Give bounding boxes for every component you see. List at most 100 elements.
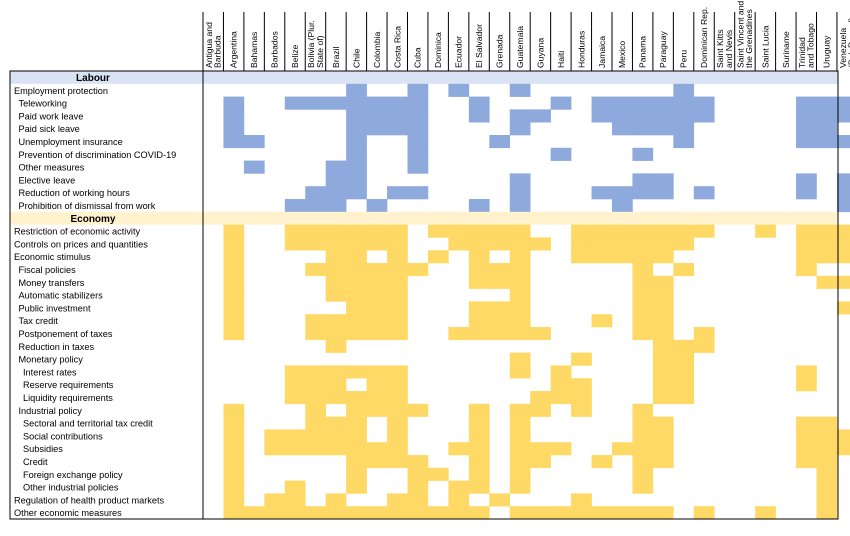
- matrix-cell: [509, 224, 531, 238]
- matrix-cell: [468, 263, 490, 277]
- matrix-cell: [612, 186, 633, 200]
- matrix-cell: [264, 493, 286, 507]
- matrix-cell: [632, 403, 654, 417]
- matrix-cell: [346, 275, 367, 289]
- matrix-cell: [305, 237, 326, 251]
- matrix-cell: [366, 109, 388, 123]
- matrix-cell: [325, 442, 347, 456]
- matrix-cell: [223, 442, 245, 456]
- matrix-cell: [632, 429, 654, 443]
- matrix-cell: [673, 109, 695, 123]
- row-label: Monetary policy: [19, 355, 84, 365]
- matrix-cell: [612, 122, 633, 136]
- matrix-cell: [346, 455, 367, 469]
- country-label: Haiti: [556, 51, 566, 68]
- matrix-cell: [448, 480, 470, 494]
- matrix-cell: [836, 237, 850, 251]
- row-label: Automatic stabilizers: [19, 291, 104, 301]
- matrix-cell: [346, 506, 367, 520]
- row-label: Industrial policy: [19, 406, 83, 416]
- matrix-cell: [550, 365, 572, 379]
- matrix-cell: [816, 429, 838, 443]
- matrix-cell: [407, 263, 429, 277]
- country-label: Saint Lucia: [760, 25, 770, 68]
- matrix-cell: [305, 506, 326, 520]
- matrix-cell: [223, 327, 245, 341]
- matrix-cell: [652, 96, 674, 110]
- matrix-cell: [509, 275, 531, 289]
- matrix-cell: [796, 186, 817, 200]
- matrix-cell: [530, 237, 551, 251]
- matrix-cell: [346, 237, 367, 251]
- matrix-cell: [816, 224, 838, 238]
- matrix-cell: [816, 275, 838, 289]
- matrix-cell: [509, 416, 531, 430]
- matrix-cell: [489, 314, 511, 328]
- matrix-cell: [509, 173, 531, 187]
- matrix-cell: [591, 109, 613, 123]
- matrix-cell: [325, 224, 347, 238]
- matrix-cell: [796, 442, 817, 456]
- matrix-cell: [652, 378, 674, 392]
- matrix-cell: [366, 455, 388, 469]
- country-label: Saint Kitts: [715, 29, 725, 68]
- matrix-cell: [489, 135, 511, 149]
- matrix-cell: [325, 275, 347, 289]
- matrix-cell: [366, 224, 388, 238]
- matrix-cell: [509, 480, 531, 494]
- matrix-cell: [366, 391, 388, 405]
- row-label: Employment protection: [14, 86, 108, 96]
- matrix-cell: [366, 237, 388, 251]
- matrix-cell: [816, 135, 838, 149]
- matrix-cell: [223, 122, 245, 136]
- matrix-cell: [325, 250, 347, 264]
- matrix-cell: [673, 365, 695, 379]
- matrix-cell: [836, 199, 850, 213]
- country-label: Uruguay: [822, 35, 832, 68]
- matrix-cell: [632, 275, 654, 289]
- matrix-cell: [796, 250, 817, 264]
- matrix-cell: [366, 403, 388, 417]
- matrix-cell: [427, 467, 449, 481]
- row-label: Public investment: [19, 303, 91, 313]
- matrix-cell: [346, 224, 367, 238]
- country-label: Grenada: [495, 34, 505, 68]
- section-title: Labour: [76, 73, 110, 84]
- matrix-cell: [652, 224, 674, 238]
- row-label: Teleworking: [19, 99, 68, 109]
- country-label: Guatemala: [515, 26, 525, 68]
- matrix-cell: [305, 442, 326, 456]
- matrix-cell: [632, 224, 654, 238]
- matrix-cell: [652, 301, 674, 315]
- matrix-cell: [591, 455, 613, 469]
- matrix-cell: [796, 224, 817, 238]
- matrix-cell: [223, 506, 245, 520]
- row-label: Liquidity requirements: [23, 393, 113, 403]
- matrix-cell: [652, 429, 674, 443]
- section-header-economy: [10, 211, 838, 225]
- country-label: Costa Rica: [392, 26, 402, 68]
- matrix-cell: [387, 263, 408, 277]
- matrix-cell: [816, 250, 838, 264]
- matrix-cell: [571, 391, 592, 405]
- matrix-cell: [325, 493, 347, 507]
- matrix-cell: [387, 186, 408, 200]
- matrix-cell: [816, 493, 838, 507]
- matrix-cell: [673, 339, 695, 353]
- row-label: Sectoral and territorial tax credit: [23, 419, 153, 429]
- matrix-cell: [223, 314, 245, 328]
- matrix-cell: [489, 327, 511, 341]
- row-label-layer: Labour Employment protection Teleworking Pa…: [14, 73, 176, 518]
- matrix-cell: [407, 83, 429, 97]
- matrix-cell: [796, 429, 817, 443]
- matrix-cell: [284, 493, 306, 507]
- matrix-cell: [571, 403, 592, 417]
- matrix-cell: [612, 250, 633, 264]
- matrix-cell: [448, 224, 470, 238]
- matrix-cell: [346, 314, 367, 328]
- matrix-cell: [468, 109, 490, 123]
- matrix-cell: [325, 314, 347, 328]
- row-label: Tax credit: [19, 316, 59, 326]
- matrix-cell: [550, 378, 572, 392]
